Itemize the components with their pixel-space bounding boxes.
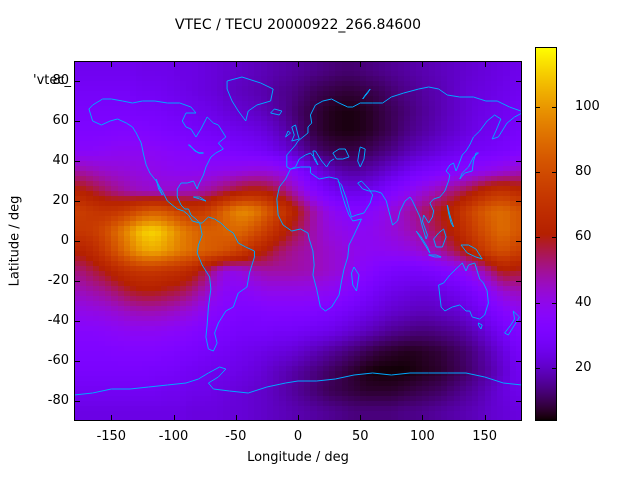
x-tick-label: -150 <box>96 429 127 444</box>
x-tick-label: 150 <box>472 429 498 444</box>
colorbar-tick-label: 100 <box>575 98 600 114</box>
x-tick-label: 100 <box>410 429 435 444</box>
key-label: 'vtec_ <box>33 73 72 88</box>
colorbar-canvas <box>535 47 557 421</box>
y-tick-label: 80 <box>52 73 69 88</box>
y-tick-label: -60 <box>47 353 69 368</box>
x-tick-label: 50 <box>351 429 369 444</box>
y-axis-label: Latitude / deg <box>7 195 23 287</box>
colorbar-tick-label: 80 <box>575 164 592 180</box>
colorbar-tick-label: 60 <box>575 229 592 245</box>
y-tick-label: 40 <box>52 153 69 168</box>
x-tick-label: -50 <box>225 429 247 444</box>
plot-title: VTEC / TECU 20000922_266.84600 <box>174 17 422 33</box>
y-tick-label: -80 <box>47 393 69 408</box>
x-tick-label: 0 <box>293 429 303 444</box>
vtec-heatmap-canvas <box>74 61 522 421</box>
x-axis-label: Longitude / deg <box>247 450 349 465</box>
colorbar-tick-label: 20 <box>575 359 592 375</box>
colorbar-tick-label: 40 <box>575 294 592 310</box>
y-tick-label: -40 <box>47 313 69 328</box>
x-tick-label: -100 <box>158 429 189 444</box>
y-tick-label: 60 <box>52 113 69 128</box>
y-tick-label: 0 <box>60 233 69 248</box>
y-tick-label: 20 <box>52 193 69 208</box>
y-tick-label: -20 <box>47 273 69 288</box>
